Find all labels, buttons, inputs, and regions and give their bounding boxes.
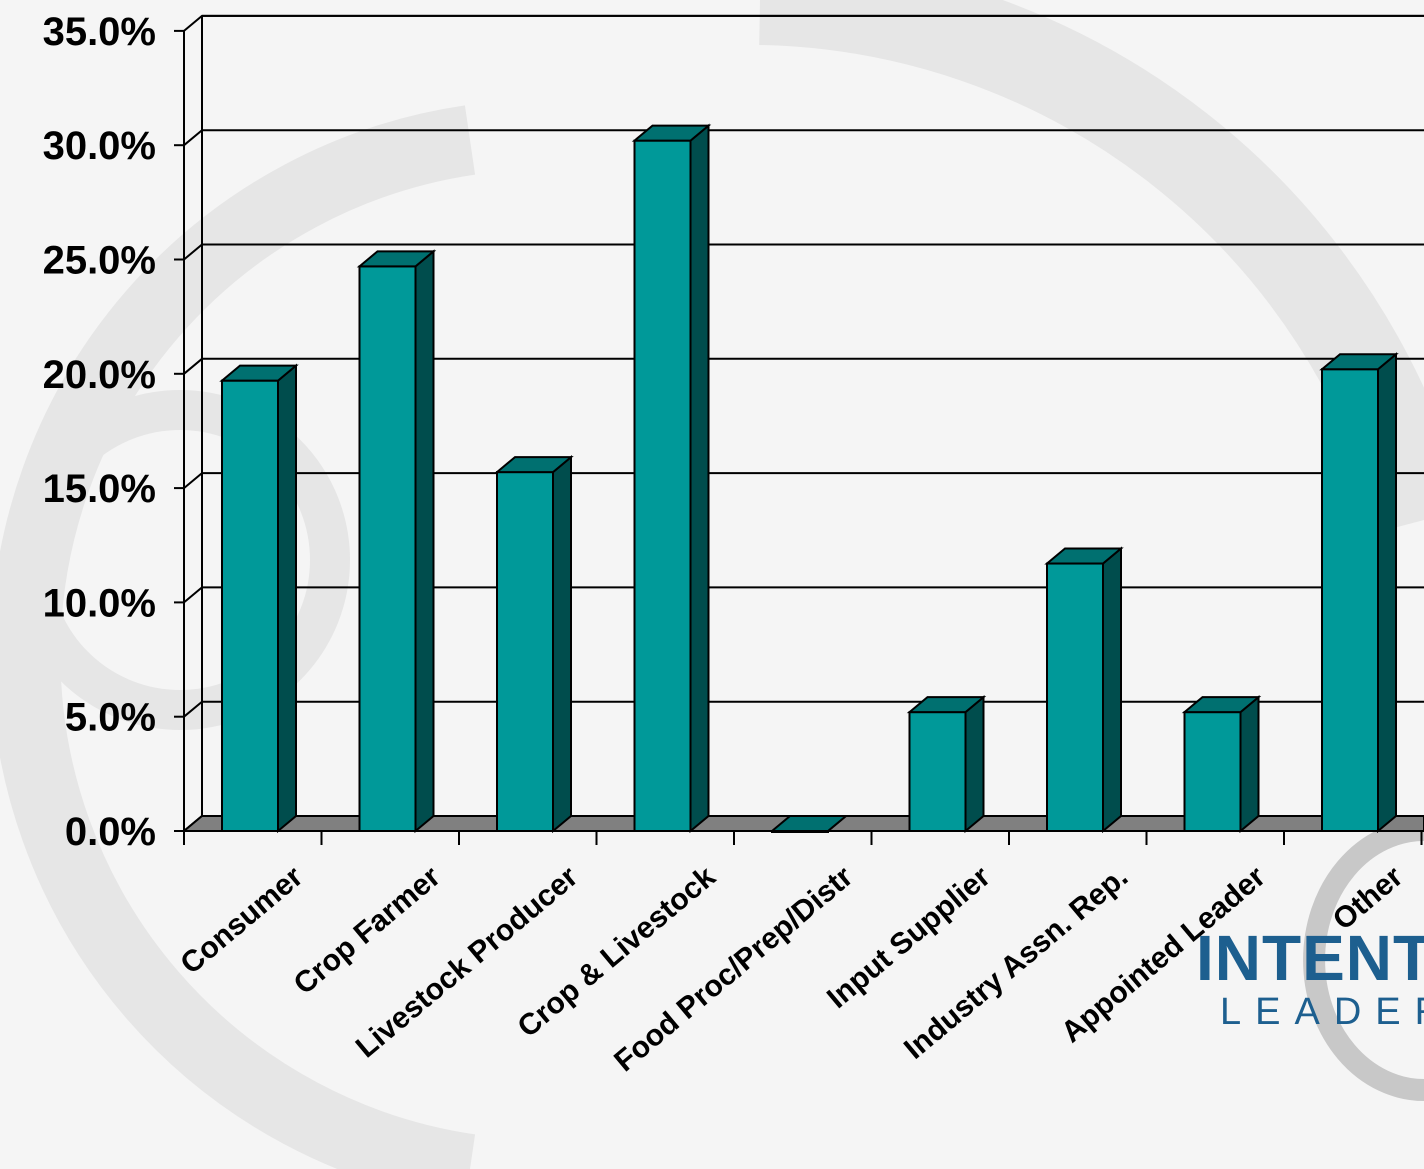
bar-top	[494, 456, 574, 474]
logo-swoosh	[1303, 819, 1424, 1101]
y-tick-label: 0.0%	[65, 810, 156, 854]
bar	[1181, 694, 1262, 834]
bar	[906, 694, 987, 834]
bar-front	[908, 711, 967, 832]
bar-front	[1046, 562, 1104, 833]
bar-front	[633, 139, 692, 833]
gridline	[183, 472, 1424, 489]
bar	[1044, 546, 1124, 834]
bar	[494, 454, 574, 834]
y-tick-label: 25.0%	[43, 239, 156, 283]
logo-text-main: INTENTI	[1196, 922, 1424, 994]
y-tick-label: 20.0%	[43, 353, 156, 397]
y-tick-label: 15.0%	[43, 467, 156, 511]
bar-front	[221, 379, 279, 832]
bar	[356, 249, 437, 834]
x-tick-label: Livestock Producer	[350, 860, 585, 1064]
bar-side	[277, 363, 297, 834]
gridline	[183, 586, 1424, 604]
gridline	[183, 129, 1424, 146]
bar	[219, 363, 299, 834]
bar-front	[496, 471, 554, 832]
bar-front	[1183, 711, 1242, 832]
bar-side	[1377, 352, 1397, 834]
x-tick-label: Food Proc/Prep/Distr	[608, 860, 859, 1078]
x-tick-label: Consumer	[174, 860, 309, 981]
bar-side	[1102, 546, 1122, 834]
logo: INTENTI LEADER	[1196, 819, 1424, 1101]
bar-side	[1239, 694, 1260, 834]
gridline	[183, 243, 1424, 261]
bar-front	[358, 265, 417, 833]
y-tick-label: 5.0%	[65, 696, 156, 740]
bar-side	[552, 454, 572, 834]
bar	[1319, 352, 1399, 834]
bar-top	[769, 815, 849, 832]
logo-text-sub: LEADER	[1220, 991, 1424, 1033]
bar-side	[689, 123, 710, 834]
y-tick-labels: 0.0% 5.0% 10.0% 15.0% 20.0% 25.0% 30.0% 35.0%	[43, 10, 156, 854]
gridline	[183, 700, 1424, 718]
bar	[769, 815, 849, 833]
bar-top	[1319, 353, 1399, 371]
y-tick-label: 10.0%	[43, 581, 156, 625]
gridline	[183, 357, 1424, 375]
bar-side	[414, 249, 435, 834]
bar-top	[1181, 696, 1262, 714]
bar-top	[906, 696, 987, 714]
x-tick-label: Industry Assn. Rep.	[898, 860, 1134, 1066]
bar-top	[356, 250, 437, 268]
bar-top	[219, 364, 299, 382]
y-tick-label: 30.0%	[43, 124, 156, 168]
bar-top	[631, 124, 712, 142]
bar-front	[1321, 368, 1379, 832]
bar	[631, 123, 712, 834]
y-tick-label: 35.0%	[43, 10, 156, 54]
bar-top	[1044, 547, 1124, 565]
bars	[219, 123, 1399, 834]
gridline	[183, 14, 1424, 32]
bar-side	[964, 694, 985, 834]
